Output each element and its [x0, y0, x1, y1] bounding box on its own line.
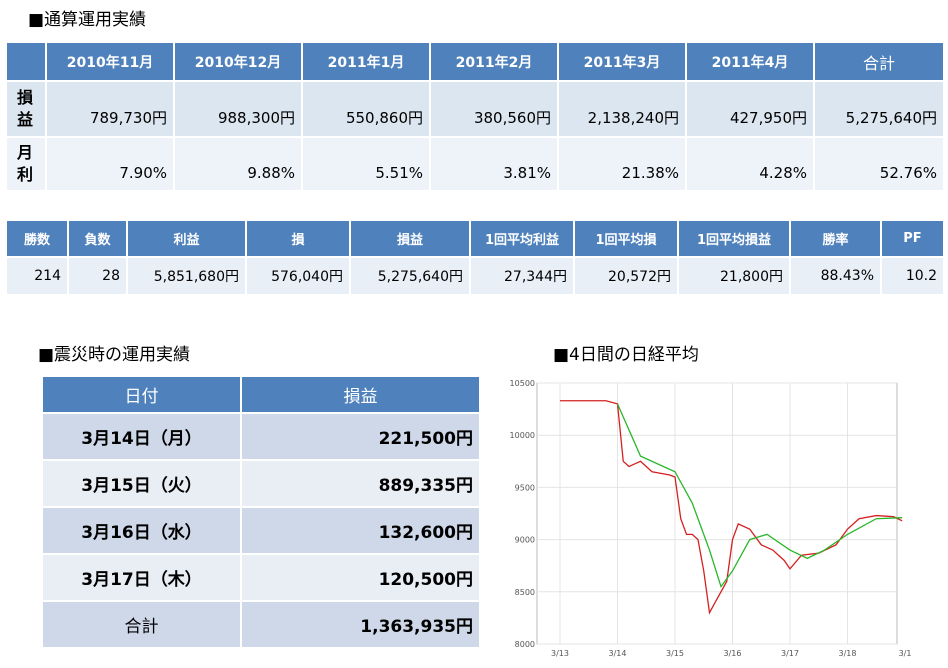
cell: 20,572円	[573, 256, 679, 296]
cell: 5.51%	[301, 136, 431, 192]
x-tick-label: 3/18	[839, 649, 857, 658]
series-line	[560, 400, 903, 615]
table: 日付 損益 3月14日（月） 221,500円 3月15日（火） 889,335円 3月16…	[41, 375, 481, 649]
header-row: 2010年11月 2010年12月 2011年1月 2011年2月 2011年3月 201…	[5, 41, 945, 82]
header-cell: 勝数	[5, 219, 69, 258]
data-row: 合計 1,363,935円	[41, 600, 481, 649]
header-cell: 2011年4月	[685, 41, 815, 82]
section-title: ■震災時の運用実績	[38, 345, 191, 365]
header-cell: 日付	[41, 375, 242, 414]
x-tick-label: 3/13	[551, 649, 569, 658]
cell: 214	[5, 256, 69, 296]
cell: 21.38%	[557, 136, 687, 192]
header-cell: 1回平均利益	[469, 219, 575, 258]
cell: 5,275,640円	[813, 80, 945, 138]
cell: 3月16日（水）	[41, 506, 242, 555]
header-row: 勝数 負数 利益損損益 1回平均利益 1回平均損 1回平均損益 勝率 PF	[5, 219, 945, 258]
cell: 132,600円	[240, 506, 481, 555]
cell: 5,851,680円	[126, 256, 247, 296]
cell: 9.88%	[173, 136, 303, 192]
cell: 550,860円	[301, 80, 431, 138]
y-tick-label: 8500	[515, 588, 535, 597]
cell: 120,500円	[240, 553, 481, 602]
y-tick-label: 8000	[515, 640, 535, 649]
cell: 2,138,240円	[557, 80, 687, 138]
x-tick-label: 3/14	[609, 649, 627, 658]
header-cell: 1回平均損	[573, 219, 679, 258]
section-title: ■4日間の日経平均	[553, 345, 699, 365]
cell: 7.90%	[45, 136, 175, 192]
data-row: 3月14日（月） 221,500円	[41, 412, 481, 461]
cell: 380,560円	[429, 80, 559, 138]
series-line	[616, 403, 903, 588]
header-cell: 1回平均損益	[677, 219, 791, 258]
cell: 88.43%	[789, 256, 882, 296]
header-cell: 負数	[67, 219, 128, 258]
table: 2010年11月 2010年12月 2011年1月 2011年2月 2011年3月 201…	[5, 41, 945, 192]
cell: 221,500円	[240, 412, 481, 461]
x-tick-label: 3/16	[724, 649, 742, 658]
header-row: 日付 損益	[41, 375, 481, 414]
cell: 3月17日（木）	[41, 553, 242, 602]
header-cell: 2010年12月	[173, 41, 303, 82]
cell: 988,300円	[173, 80, 303, 138]
cell: 789,730円	[45, 80, 175, 138]
y-tick-label: 9500	[515, 483, 535, 492]
header-cell: 2011年2月	[429, 41, 559, 82]
x-tick-label: 3/15	[666, 649, 684, 658]
data-row: 214 28 5,851,680円 576,040円 5,275,640円 27,344円…	[5, 256, 945, 296]
cell: 28	[67, 256, 128, 296]
header-cell: 利益	[126, 219, 247, 258]
cell: 576,040円	[245, 256, 351, 296]
cell: 4.28%	[685, 136, 815, 192]
header-cell: 勝率	[789, 219, 882, 258]
header-cell: 損益	[349, 219, 471, 258]
cell: 3.81%	[429, 136, 559, 192]
cell: 52.76%	[813, 136, 945, 192]
cell: 3月14日（月）	[41, 412, 242, 461]
x-tick-label: 3/1	[899, 649, 912, 658]
table: 勝数 負数 利益損損益 1回平均利益 1回平均損 1回平均損益 勝率 PF 214 28 5,851…	[5, 219, 945, 296]
header-cell: 2011年1月	[301, 41, 431, 82]
data-row: 損益 789,730円 988,300円 550,860円 380,560円 2,138,…	[5, 80, 945, 138]
cell: 427,950円	[685, 80, 815, 138]
plot-frame	[536, 382, 898, 645]
data-row: 3月16日（水） 132,600円	[41, 506, 481, 555]
header-cell: 損益	[240, 375, 481, 414]
x-tick-label: 3/17	[781, 649, 799, 658]
data-row: 3月15日（火） 889,335円	[41, 459, 481, 508]
data-row: 月利 7.90% 9.88% 5.51% 3.81% 21.38% 4.28% 52.76%	[5, 136, 945, 192]
cell: 21,800円	[677, 256, 791, 296]
header-cell: PF	[880, 219, 945, 258]
header-cell: 2010年11月	[45, 41, 175, 82]
section-title: ■通算運用実績	[28, 10, 147, 30]
cell: 10.2	[880, 256, 945, 296]
cell: 5,275,640円	[349, 256, 471, 296]
y-tick-label: 9000	[515, 536, 535, 545]
corner-cell	[5, 41, 47, 82]
cell: 合計	[41, 600, 242, 649]
header-cell: 2011年3月	[557, 41, 687, 82]
row-label: 月利	[5, 136, 47, 192]
y-tick-label: 10000	[510, 431, 535, 440]
cell: 889,335円	[240, 459, 481, 508]
cell: 27,344円	[469, 256, 575, 296]
row-label: 損益	[5, 80, 47, 138]
cell: 1,363,935円	[240, 600, 481, 649]
data-row: 3月17日（木） 120,500円	[41, 553, 481, 602]
cell: 3月15日（火）	[41, 459, 242, 508]
header-cell: 損	[245, 219, 351, 258]
y-tick-label: 10500	[510, 379, 535, 388]
header-cell: 合計	[813, 41, 945, 82]
